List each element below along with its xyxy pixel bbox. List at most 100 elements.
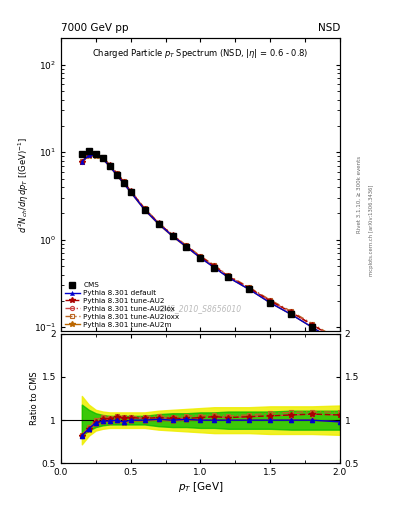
Pythia 8.301 tune-AU2lox <box>268 298 273 304</box>
Line: Pythia 8.301 default: Pythia 8.301 default <box>80 153 342 346</box>
Pythia 8.301 tune-AU2 <box>338 338 342 345</box>
Pythia 8.301 tune-AU2 <box>86 152 91 158</box>
Pythia 8.301 tune-AU2lox <box>86 152 91 158</box>
Pythia 8.301 default <box>226 274 231 281</box>
Pythia 8.301 tune-AU2 <box>198 253 203 260</box>
Pythia 8.301 tune-AU2lox <box>101 155 105 161</box>
CMS <box>94 151 98 157</box>
Pythia 8.301 tune-AU2m <box>86 153 91 159</box>
Pythia 8.301 tune-AU2 <box>289 309 294 315</box>
Text: mcplots.cern.ch [arXiv:1306.3436]: mcplots.cern.ch [arXiv:1306.3436] <box>369 185 374 276</box>
Pythia 8.301 default <box>247 286 252 292</box>
Pythia 8.301 tune-AU2 <box>107 162 112 168</box>
Pythia 8.301 tune-AU2loxx <box>79 158 84 164</box>
Pythia 8.301 tune-AU2lox <box>94 152 98 158</box>
Pythia 8.301 tune-AU2 <box>156 220 161 226</box>
Pythia 8.301 tune-AU2loxx <box>128 187 133 194</box>
CMS <box>268 300 273 306</box>
Text: 7000 GeV pp: 7000 GeV pp <box>61 23 129 33</box>
CMS <box>198 255 203 261</box>
Pythia 8.301 tune-AU2m <box>79 159 84 165</box>
Pythia 8.301 tune-AU2loxx <box>107 162 112 168</box>
Line: Pythia 8.301 tune-AU2: Pythia 8.301 tune-AU2 <box>79 152 343 344</box>
Pythia 8.301 tune-AU2 <box>142 206 147 212</box>
CMS <box>226 274 231 281</box>
Pythia 8.301 tune-AU2loxx <box>212 262 217 268</box>
CMS <box>79 151 84 157</box>
Text: Rivet 3.1.10, ≥ 300k events: Rivet 3.1.10, ≥ 300k events <box>357 156 362 233</box>
CMS <box>310 324 314 330</box>
Pythia 8.301 tune-AU2 <box>114 170 119 177</box>
Pythia 8.301 tune-AU2loxx <box>156 220 161 226</box>
CMS <box>156 221 161 227</box>
Pythia 8.301 tune-AU2m <box>170 233 175 240</box>
Pythia 8.301 default <box>79 159 84 165</box>
Pythia 8.301 tune-AU2m <box>94 153 98 159</box>
CMS <box>86 148 91 155</box>
Y-axis label: Ratio to CMS: Ratio to CMS <box>30 372 39 425</box>
Text: CMS_2010_S8656010: CMS_2010_S8656010 <box>159 305 242 314</box>
Pythia 8.301 tune-AU2loxx <box>142 205 147 211</box>
Pythia 8.301 tune-AU2lox <box>198 253 203 260</box>
Pythia 8.301 tune-AU2loxx <box>170 231 175 238</box>
Pythia 8.301 tune-AU2m <box>121 181 126 187</box>
Pythia 8.301 tune-AU2loxx <box>198 253 203 259</box>
Pythia 8.301 default <box>268 300 273 306</box>
CMS <box>338 340 342 347</box>
Pythia 8.301 tune-AU2loxx <box>268 297 273 303</box>
CMS <box>101 155 105 161</box>
Pythia 8.301 tune-AU2lox <box>156 220 161 226</box>
Pythia 8.301 tune-AU2loxx <box>114 170 119 176</box>
Pythia 8.301 tune-AU2 <box>212 263 217 269</box>
CMS <box>107 163 112 169</box>
Pythia 8.301 tune-AU2loxx <box>310 321 314 327</box>
Pythia 8.301 tune-AU2loxx <box>86 152 91 158</box>
Pythia 8.301 tune-AU2 <box>101 155 105 161</box>
Pythia 8.301 tune-AU2loxx <box>101 154 105 160</box>
Pythia 8.301 tune-AU2 <box>184 243 189 249</box>
Pythia 8.301 default <box>101 156 105 162</box>
Pythia 8.301 tune-AU2m <box>101 156 105 162</box>
Legend: CMS, Pythia 8.301 default, Pythia 8.301 tune-AU2, Pythia 8.301 tune-AU2lox, Pyth: CMS, Pythia 8.301 default, Pythia 8.301 … <box>63 281 181 329</box>
Pythia 8.301 tune-AU2m <box>128 189 133 196</box>
Pythia 8.301 tune-AU2 <box>268 298 273 304</box>
Pythia 8.301 tune-AU2lox <box>247 285 252 291</box>
Pythia 8.301 tune-AU2 <box>247 285 252 291</box>
Pythia 8.301 tune-AU2lox <box>121 179 126 185</box>
Pythia 8.301 tune-AU2loxx <box>289 308 294 314</box>
Pythia 8.301 tune-AU2lox <box>142 206 147 212</box>
Pythia 8.301 default <box>86 152 91 158</box>
Pythia 8.301 default <box>184 244 189 250</box>
Pythia 8.301 tune-AU2loxx <box>247 284 252 290</box>
Line: Pythia 8.301 tune-AU2m: Pythia 8.301 tune-AU2m <box>79 153 343 347</box>
CMS <box>128 189 133 195</box>
Pythia 8.301 default <box>142 207 147 213</box>
Pythia 8.301 tune-AU2m <box>247 286 252 292</box>
Line: Pythia 8.301 tune-AU2loxx: Pythia 8.301 tune-AU2loxx <box>80 152 342 343</box>
Y-axis label: $d^{2}N_{ch}/d\eta\,dp_{T}$ [(GeV)$^{-1}$]: $d^{2}N_{ch}/d\eta\,dp_{T}$ [(GeV)$^{-1}… <box>17 137 31 233</box>
Pythia 8.301 tune-AU2m <box>198 255 203 261</box>
Line: CMS: CMS <box>79 148 343 347</box>
Pythia 8.301 tune-AU2 <box>79 159 84 165</box>
Pythia 8.301 default <box>212 265 217 271</box>
Pythia 8.301 tune-AU2lox <box>128 188 133 194</box>
Pythia 8.301 default <box>338 341 342 347</box>
Pythia 8.301 tune-AU2lox <box>184 243 189 249</box>
Pythia 8.301 tune-AU2 <box>128 188 133 194</box>
Pythia 8.301 tune-AU2lox <box>226 273 231 280</box>
Pythia 8.301 tune-AU2m <box>289 311 294 317</box>
Pythia 8.301 default <box>289 311 294 317</box>
Pythia 8.301 default <box>114 172 119 178</box>
Pythia 8.301 default <box>170 233 175 239</box>
CMS <box>114 172 119 178</box>
CMS <box>142 207 147 213</box>
Pythia 8.301 tune-AU2 <box>226 273 231 280</box>
Pythia 8.301 tune-AU2lox <box>338 338 342 345</box>
CMS <box>247 286 252 292</box>
Pythia 8.301 default <box>310 324 314 330</box>
X-axis label: $p_T$ [GeV]: $p_T$ [GeV] <box>178 480 223 494</box>
Pythia 8.301 tune-AU2 <box>121 179 126 185</box>
Pythia 8.301 tune-AU2lox <box>289 309 294 315</box>
Text: NSD: NSD <box>318 23 340 33</box>
Pythia 8.301 tune-AU2lox <box>114 170 119 177</box>
